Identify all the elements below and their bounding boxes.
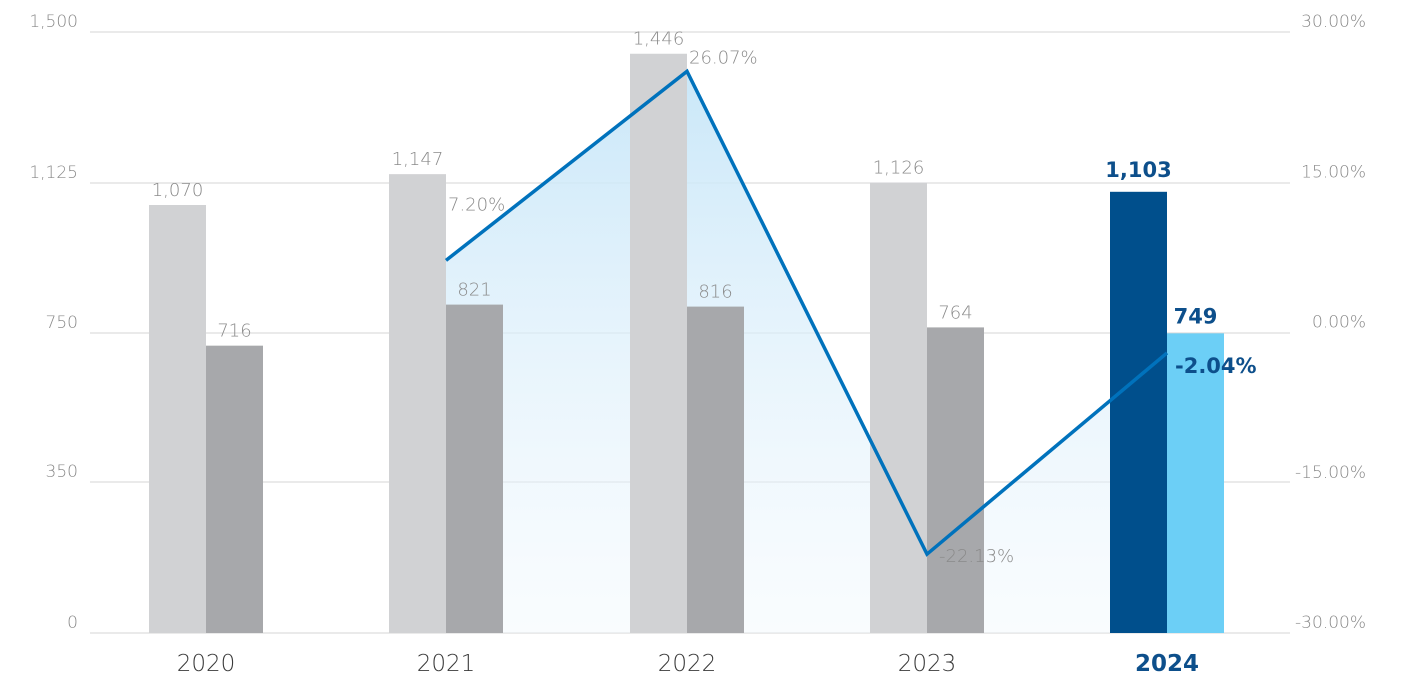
y-right-tick-label: 30.00%: [1301, 12, 1366, 32]
x-axis-label: 2022: [658, 651, 717, 677]
bar-series-1-2022: [630, 53, 687, 633]
bar-value-label: 821: [457, 280, 491, 301]
bar-value-label: 716: [217, 321, 251, 342]
y-left-tick-label: 1,125: [29, 163, 78, 183]
bar-series-1-2021: [389, 174, 446, 633]
y-right-tick-label: 15.00%: [1301, 162, 1366, 182]
growth-area-fill: [446, 71, 1167, 634]
y-left-tick-label: 750: [46, 313, 78, 333]
y-right-tick-label: -15.00%: [1295, 463, 1366, 483]
bar-series-2-2023: [927, 327, 984, 633]
y-left-tick-label: 0: [67, 613, 78, 633]
bar-series-2-2024: [1167, 333, 1224, 633]
x-axis-label: 2020: [177, 651, 236, 677]
bars: [149, 53, 1224, 634]
growth-area: [446, 71, 1167, 634]
y-left-tick-label: 1,500: [29, 12, 78, 32]
x-axis-label: 2023: [898, 651, 957, 677]
y-right-tick-label: -30.00%: [1295, 613, 1366, 633]
data-labels: 1,070 1,147 1,446 1,126 1,103 716 821 816 764 749…: [152, 29, 1257, 567]
bar-series-2-2020: [206, 345, 263, 633]
bar-value-label: 1,103: [1105, 158, 1171, 182]
bar-value-label: 749: [1174, 304, 1218, 328]
line-value-label: 26.07%: [689, 47, 758, 68]
bar-series-1-2024: [1110, 191, 1167, 634]
bar-value-label: 764: [938, 302, 972, 323]
y-right-tick-label: 0.00%: [1312, 313, 1366, 333]
x-axis-label: 2024: [1135, 651, 1199, 677]
line-value-label: -22.13%: [939, 546, 1014, 567]
growth-line-path: [444, 68, 1169, 557]
x-axis-label: 2021: [417, 651, 476, 677]
line-value-label: 7.20%: [448, 194, 505, 215]
bar-series-2-2021: [446, 304, 503, 633]
line-value-label: -2.04%: [1175, 354, 1257, 378]
bar-value-label: 1,147: [392, 149, 444, 170]
bar-value-label: 816: [698, 282, 732, 303]
axes: 0 350 750 1,125 1,500 -30.00% -15.00% 0.00% 15.0…: [29, 12, 1366, 677]
bar-value-label: 1,070: [152, 180, 204, 201]
bar-series-2-2022: [687, 306, 744, 633]
y-left-tick-label: 350: [46, 462, 78, 482]
bar-value-label: 1,446: [633, 29, 685, 50]
bar-series-1-2023: [870, 182, 927, 633]
bar-value-label: 1,126: [873, 158, 925, 179]
bar-series-1-2020: [149, 205, 206, 633]
growth-line: [444, 68, 1169, 557]
